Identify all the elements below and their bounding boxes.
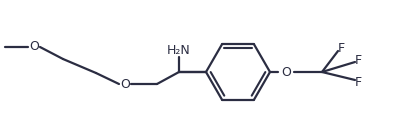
Text: H₂N: H₂N xyxy=(167,44,191,57)
Text: O: O xyxy=(29,41,39,53)
Text: F: F xyxy=(354,76,362,88)
Text: O: O xyxy=(281,65,291,79)
Text: F: F xyxy=(354,53,362,67)
Text: O: O xyxy=(120,77,130,91)
Text: F: F xyxy=(337,42,345,54)
